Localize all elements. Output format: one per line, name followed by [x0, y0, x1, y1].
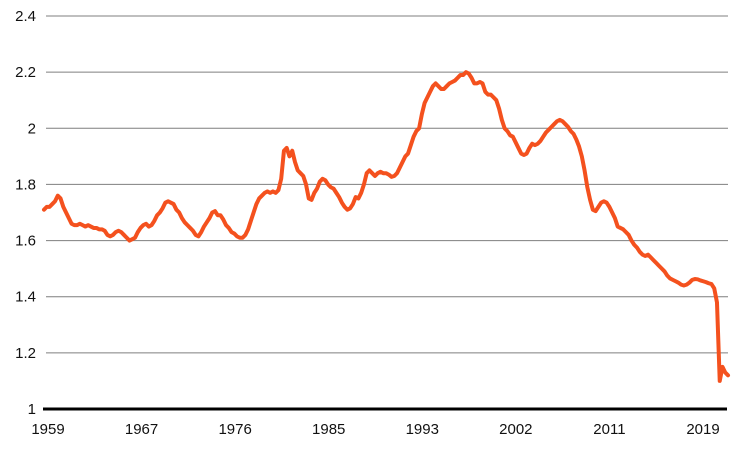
- y-axis-tick-label: 2.4: [15, 8, 36, 25]
- y-axis-tick-label: 1.4: [15, 289, 36, 306]
- y-axis-tick-label: 1.6: [15, 233, 36, 250]
- x-axis-tick-label: 1959: [31, 421, 64, 438]
- x-axis-tick-label: 1976: [218, 421, 251, 438]
- x-axis-tick-label: 1985: [312, 421, 345, 438]
- y-axis-tick-label: 2.2: [15, 64, 36, 81]
- y-axis-tick-label: 1.2: [15, 345, 36, 362]
- y-axis-tick-label: 1: [28, 401, 36, 418]
- y-axis-tick-label: 2: [28, 120, 36, 137]
- x-axis-tick-label: 2011: [593, 421, 625, 438]
- x-axis-tick-label: 1993: [406, 421, 439, 438]
- x-axis-tick-label: 2002: [499, 421, 532, 438]
- x-axis-tick-label: 1967: [125, 421, 158, 438]
- x-axis-tick-label: 2019: [686, 421, 719, 438]
- data-series-line: [42, 70, 730, 383]
- y-axis-tick-label: 1.8: [15, 176, 36, 193]
